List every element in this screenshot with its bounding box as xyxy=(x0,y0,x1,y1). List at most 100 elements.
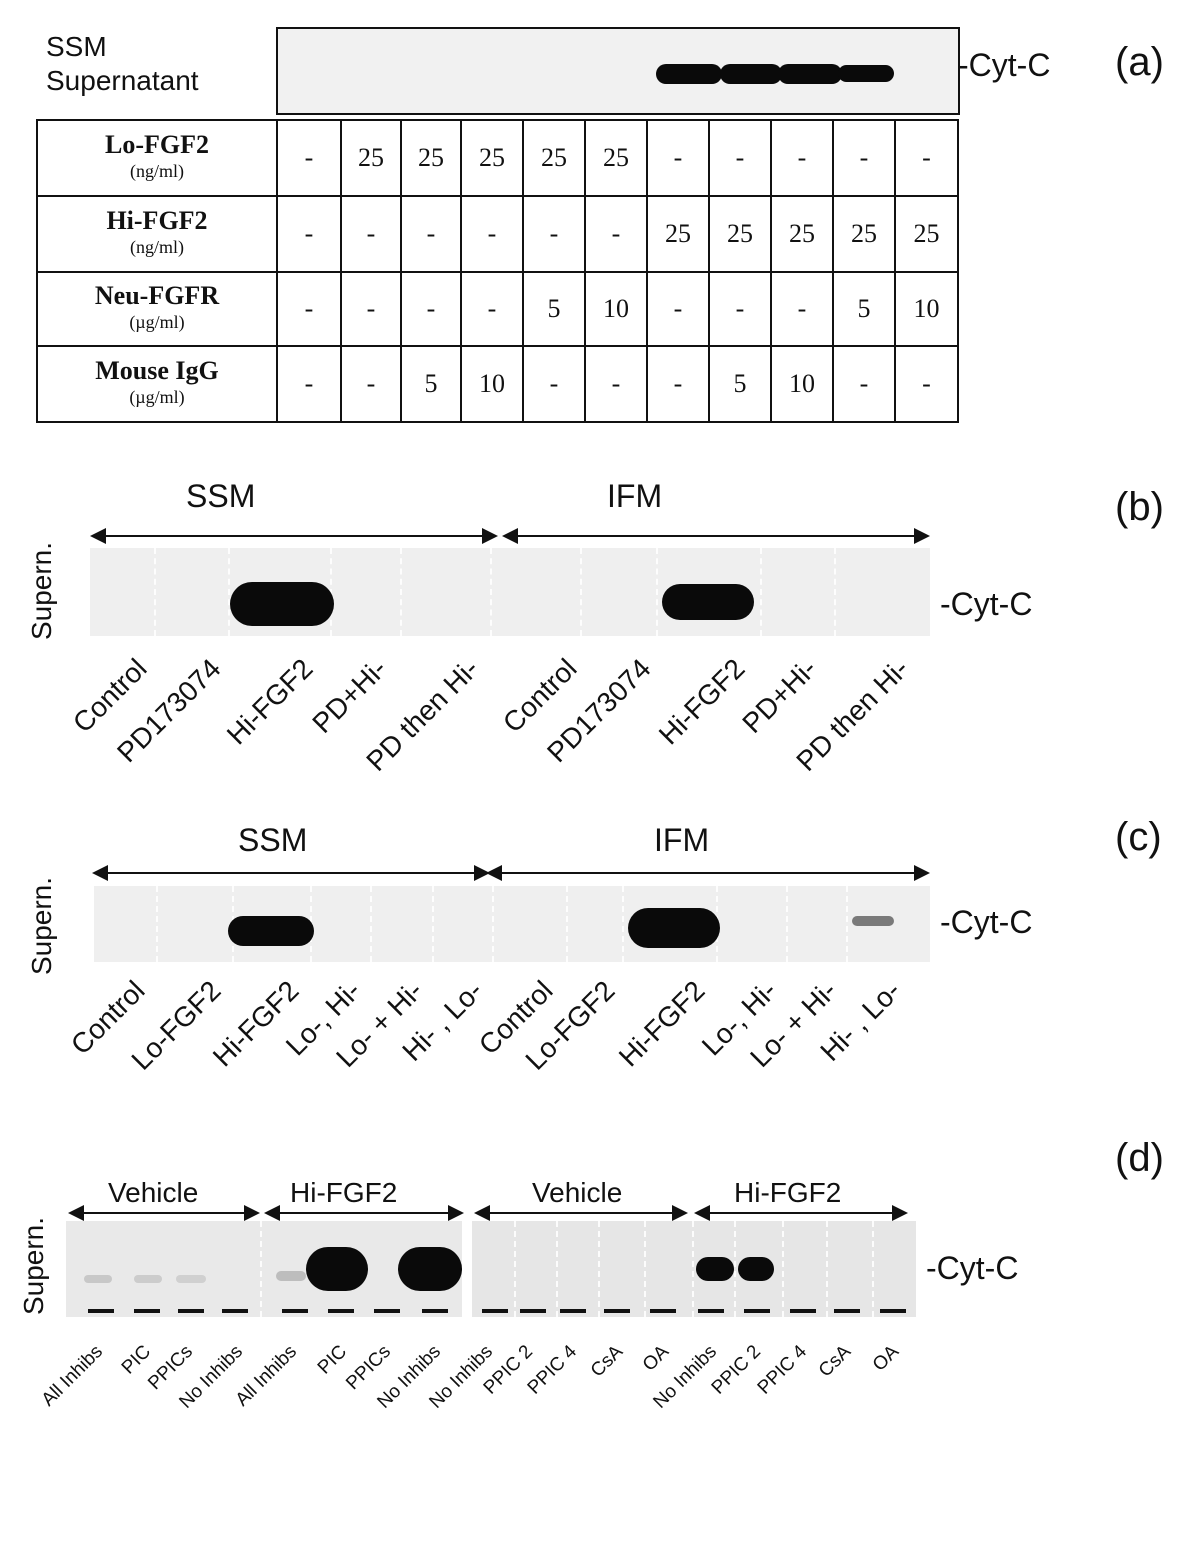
panel-d-blot-right xyxy=(472,1221,916,1317)
condition-row-header: Neu-FGFR (µg/ml) xyxy=(36,271,278,347)
panel-d-group-vehicle-1: Vehicle xyxy=(108,1177,199,1208)
panel-d-blot-left xyxy=(66,1221,462,1317)
condition-row: Mouse IgG (µg/ml) - -5 10- - -5 10- - xyxy=(36,345,959,423)
panel-c-band-label: -Cyt-C xyxy=(940,904,1033,940)
condition-unit: (µg/ml) xyxy=(129,312,185,332)
panel-d-band-faint-2 xyxy=(134,1275,162,1283)
band-lane-8 xyxy=(720,64,782,84)
panel-d-letter: (d) xyxy=(1115,1136,1164,1180)
panel-c-band-ifm-hi xyxy=(628,908,720,948)
lane-tick xyxy=(560,1309,586,1313)
condition-cell: 25 xyxy=(584,119,648,197)
condition-cell: - xyxy=(584,195,648,273)
panel-b-letter: (b) xyxy=(1115,485,1164,529)
condition-name: Hi-FGF2 xyxy=(106,206,208,235)
condition-cell: - xyxy=(522,195,586,273)
condition-cell: 5 xyxy=(832,271,896,347)
lane-tick xyxy=(134,1309,160,1313)
lane-tick xyxy=(482,1309,508,1313)
condition-cell: - xyxy=(708,119,772,197)
condition-unit: (µg/ml) xyxy=(129,387,185,407)
panel-a-letter: (a) xyxy=(1115,40,1164,84)
lane-tick xyxy=(282,1309,308,1313)
panel-d-band-pic xyxy=(306,1247,368,1291)
lane-tick xyxy=(698,1309,724,1313)
panel-d-band-faint-4 xyxy=(276,1271,306,1281)
panel-d-band-label: -Cyt-C xyxy=(926,1250,1019,1286)
condition-cell: 25 xyxy=(708,195,772,273)
panel-a-blot xyxy=(276,27,960,115)
band-lane-7 xyxy=(656,64,722,84)
lane-tick xyxy=(222,1309,248,1313)
condition-cell: - xyxy=(522,345,586,423)
panel-b-band-label: -Cyt-C xyxy=(940,586,1033,622)
panel-c-blot xyxy=(94,886,930,962)
panel-d-side-label: Supern. xyxy=(18,1216,49,1316)
blot-label-supernatant: Supernatant xyxy=(46,65,199,96)
condition-unit: (ng/ml) xyxy=(130,161,184,181)
lane-tick xyxy=(422,1309,448,1313)
condition-cell: - xyxy=(894,345,959,423)
condition-cell: - xyxy=(584,345,648,423)
condition-cell: 10 xyxy=(460,345,524,423)
panel-d-band-noinhibs xyxy=(398,1247,462,1291)
condition-cell: - xyxy=(400,271,462,347)
lane-tick xyxy=(178,1309,204,1313)
condition-cell: - xyxy=(770,271,834,347)
condition-row-header: Hi-FGF2 (ng/ml) xyxy=(36,195,278,273)
condition-cell: 10 xyxy=(894,271,959,347)
condition-cell: - xyxy=(832,345,896,423)
condition-row: Lo-FGF2 (ng/ml) -25 25 25 25 25- - - - - xyxy=(36,119,959,197)
panel-b-blot xyxy=(90,548,930,636)
condition-cell: - xyxy=(460,195,524,273)
condition-cell: - xyxy=(276,271,342,347)
condition-cell: 10 xyxy=(584,271,648,347)
condition-cell: - xyxy=(646,119,710,197)
panel-a-blot-label: SSM Supernatant xyxy=(46,30,199,98)
condition-name: Mouse IgG xyxy=(95,356,219,385)
condition-row-header: Lo-FGF2 (ng/ml) xyxy=(36,119,278,197)
condition-cell: - xyxy=(770,119,834,197)
panel-d-band-ppic2 xyxy=(738,1257,774,1281)
panel-b-group-ifm: IFM xyxy=(607,478,663,514)
panel-c-side-label: Supern. xyxy=(26,876,57,976)
condition-cell: - xyxy=(276,119,342,197)
panel-c-band-ifm-hilo xyxy=(852,916,894,926)
condition-row: Neu-FGFR (µg/ml) - - - -5 10- - -5 10 xyxy=(36,271,959,347)
lane-tick xyxy=(744,1309,770,1313)
condition-cell: 25 xyxy=(832,195,896,273)
condition-cell: - xyxy=(894,119,959,197)
panel-d-band-faint-1 xyxy=(84,1275,112,1283)
condition-cell: 5 xyxy=(708,345,772,423)
panel-b-group-ssm: SSM xyxy=(186,478,256,514)
lane-tick xyxy=(328,1309,354,1313)
lane-tick xyxy=(520,1309,546,1313)
panel-a-band-label: -Cyt-C xyxy=(958,47,1051,83)
panel-c-letter: (c) xyxy=(1115,815,1162,859)
panel-b-band-ifm-hi xyxy=(662,584,754,620)
condition-row-header: Mouse IgG (µg/ml) xyxy=(36,345,278,423)
condition-unit: (ng/ml) xyxy=(130,237,184,257)
condition-table: Lo-FGF2 (ng/ml) -25 25 25 25 25- - - - - Hi-FGF2 (ng… xyxy=(36,119,959,423)
condition-cell: - xyxy=(646,345,710,423)
condition-cell: 25 xyxy=(460,119,524,197)
lane-tick xyxy=(604,1309,630,1313)
panel-c-group-ifm: IFM xyxy=(654,822,710,858)
condition-cell: - xyxy=(708,271,772,347)
condition-cell: - xyxy=(276,195,342,273)
panel-d-group-hifgf2-2: Hi-FGF2 xyxy=(734,1177,842,1208)
condition-name: Neu-FGFR xyxy=(94,281,220,310)
condition-cell: - xyxy=(276,345,342,423)
panel-d-group-hifgf2-1: Hi-FGF2 xyxy=(290,1177,398,1208)
lane-tick xyxy=(374,1309,400,1313)
panel-b-side-label: Supern. xyxy=(26,541,57,641)
lane-tick xyxy=(88,1309,114,1313)
condition-cell: - xyxy=(340,271,402,347)
panel-c-group-ssm: SSM xyxy=(238,822,308,858)
condition-cell: - xyxy=(340,345,402,423)
panel-d-group-vehicle-2: Vehicle xyxy=(532,1177,623,1208)
lane-tick xyxy=(790,1309,816,1313)
condition-cell: - xyxy=(832,119,896,197)
lane-tick xyxy=(834,1309,860,1313)
condition-cell: 10 xyxy=(770,345,834,423)
